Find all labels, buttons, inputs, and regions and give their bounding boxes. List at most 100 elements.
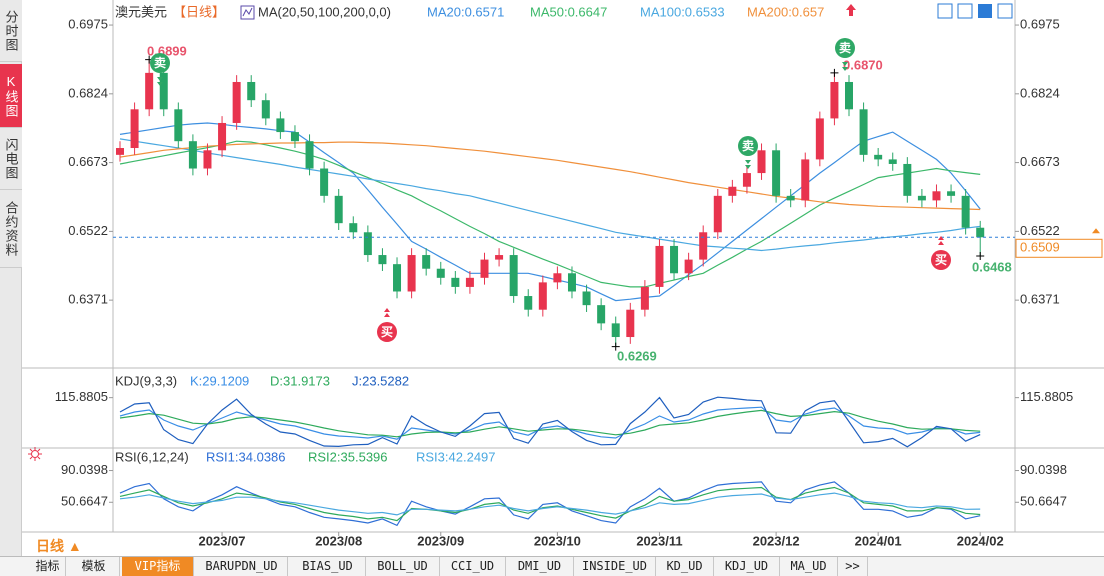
chart-subtitle: 【日线】 — [173, 4, 225, 19]
window-icon[interactable] — [937, 3, 953, 19]
candle-body — [116, 148, 124, 155]
candle-body — [786, 195, 795, 201]
legend-entry: RSI3:42.2497 — [416, 449, 496, 464]
candle-body — [334, 195, 343, 224]
sidebar-tab[interactable]: 合约资料 — [0, 190, 22, 268]
candle-body — [728, 186, 737, 196]
legend-entry: RSI1:34.0386 — [206, 449, 286, 464]
panel-title: RSI(6,12,24) — [115, 449, 189, 464]
y-tick-label-right: 115.8805 — [1020, 389, 1073, 404]
toolbar-tab[interactable]: BIAS_UD — [290, 557, 366, 576]
signal-badge — [931, 250, 951, 270]
price-label: 0.6509 — [1020, 240, 1060, 255]
y-tick-label: 0.6522 — [68, 223, 108, 238]
signal-label: 买 — [935, 253, 947, 267]
indicator-line — [119, 481, 981, 527]
candle-body — [699, 232, 708, 260]
window-icon[interactable] — [957, 3, 973, 19]
sun-icon-rays — [28, 447, 42, 461]
legend-entry: D:31.9173 — [270, 373, 330, 388]
price-box — [1015, 238, 1103, 258]
y-tick-label: 0.6673 — [68, 154, 108, 169]
x-tick-label: 2024/02 — [957, 533, 1004, 548]
indicator-icon[interactable] — [240, 5, 255, 20]
candle-body — [261, 100, 270, 119]
candle-body — [830, 81, 839, 119]
toolbar-tab[interactable]: INSIDE_UD — [574, 557, 656, 576]
candle-body — [655, 245, 664, 287]
candle-body — [378, 255, 387, 265]
signal-badge — [377, 322, 397, 342]
toolbar-tab[interactable]: BOLL_UD — [366, 557, 440, 576]
candle-body — [320, 168, 329, 196]
candle-body — [742, 173, 751, 187]
candle-body — [349, 223, 358, 233]
sidebar-tab-active[interactable]: K线图 — [0, 64, 22, 128]
toolbar-tab[interactable]: VIP指标 — [122, 557, 194, 576]
candle-body — [290, 132, 299, 142]
indicator-line — [119, 140, 981, 288]
candle-body — [232, 81, 241, 123]
y-tick-label-right: 0.6371 — [1020, 292, 1060, 307]
signal-badge — [738, 136, 758, 156]
candle-body — [801, 159, 810, 201]
toolbar-tab[interactable]: KD_UD — [656, 557, 714, 576]
window-icon[interactable] — [978, 4, 992, 18]
toolbar-tab[interactable]: >> — [838, 557, 868, 576]
sun-icon — [28, 447, 42, 461]
x-tick-label: 2023/12 — [753, 533, 800, 548]
sidebar-tab[interactable]: 分时图 — [0, 0, 22, 62]
x-tick-label: 2023/10 — [534, 533, 581, 548]
y-tick-label-right: 0.6522 — [1020, 223, 1060, 238]
candle-body — [174, 109, 183, 142]
candle-body — [932, 191, 941, 201]
candle-body — [524, 296, 533, 310]
signal-arrows — [157, 77, 163, 86]
candle-body — [509, 255, 518, 297]
toolbar-tab[interactable]: 指标 — [30, 557, 66, 576]
signal-label: 卖 — [742, 138, 754, 153]
indicator-line — [119, 396, 981, 448]
signal-arrows — [384, 308, 390, 317]
candle-body — [888, 159, 897, 164]
candle-body — [611, 323, 620, 338]
toolbar-tab[interactable]: KDJ_UD — [714, 557, 780, 576]
candle-body — [917, 195, 926, 201]
signal-label: 卖 — [154, 55, 166, 70]
toolbar-tab[interactable]: MA_UD — [780, 557, 838, 576]
extreme-marker — [611, 342, 620, 351]
candle-body — [465, 277, 474, 287]
y-tick-label: 0.6975 — [68, 16, 108, 31]
candle-body — [247, 81, 256, 101]
candle-body — [393, 264, 402, 292]
candle-body — [626, 309, 635, 338]
y-tick-label-right: 0.6824 — [1020, 85, 1060, 100]
window-icons — [937, 3, 1013, 19]
legend-entry: J:23.5282 — [352, 373, 409, 388]
alert-icon[interactable] — [846, 4, 856, 16]
toolbar-tab[interactable]: 模板 — [68, 557, 120, 576]
legend-entry: MA50:0.6647 — [530, 4, 607, 19]
x-tick-label: 2023/09 — [417, 533, 464, 548]
extreme-label: 0.6870 — [843, 57, 883, 72]
signal-arrows — [745, 160, 751, 169]
y-tick-label-right: 50.6647 — [1020, 494, 1067, 509]
candle-body — [305, 141, 314, 169]
period-selector[interactable]: 日线 ▲ — [36, 538, 82, 554]
y-tick-label-right: 0.6975 — [1020, 16, 1060, 31]
candle-body — [903, 163, 912, 196]
indicator-icon-glyph — [242, 7, 253, 17]
indicator-line — [119, 406, 981, 440]
extreme-label: 0.6269 — [617, 348, 657, 363]
toolbar-tab[interactable]: DMI_UD — [506, 557, 574, 576]
toolbar-tab[interactable]: BARUPDN_UD — [196, 557, 288, 576]
legend-entry: MA20:0.6571 — [427, 4, 504, 19]
toolbar-tab[interactable]: CCI_UD — [440, 557, 506, 576]
sidebar-tab[interactable]: 闪电图 — [0, 128, 22, 190]
chart: 澳元美元 【日线】 MA(20,50,100,200,0,0) KDJ(9,3,… — [22, 0, 1104, 548]
candle-body — [961, 195, 970, 228]
candle-body — [495, 255, 504, 260]
window-icon[interactable] — [997, 3, 1013, 19]
candle-body — [218, 122, 227, 151]
candle-body — [597, 305, 606, 324]
